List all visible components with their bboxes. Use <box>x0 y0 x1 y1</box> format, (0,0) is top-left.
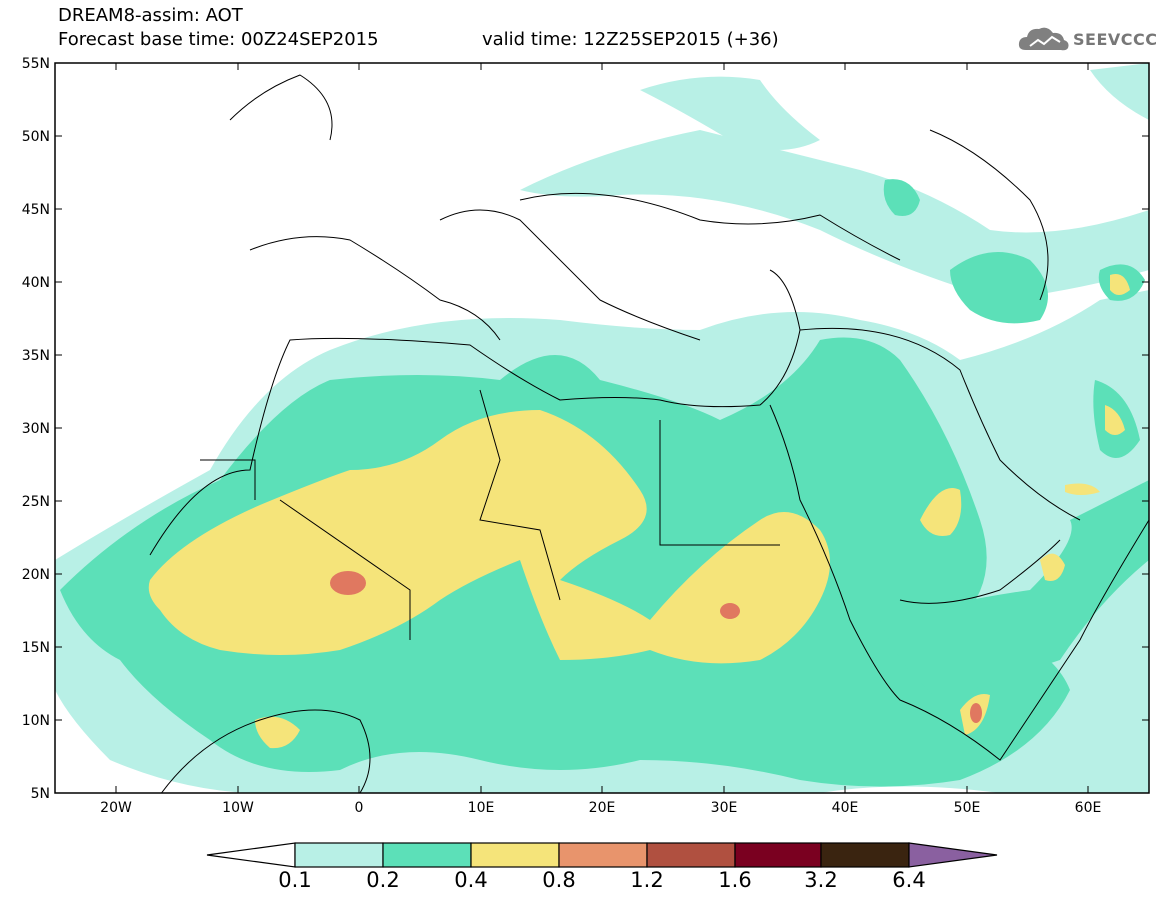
lon-label: 50E <box>954 800 981 816</box>
colorbar-label: 1.6 <box>718 868 752 892</box>
lon-label: 10W <box>222 800 254 816</box>
lat-ticks <box>55 62 1149 721</box>
lon-label: 60E <box>1075 800 1102 816</box>
aot-level-0-4 <box>148 274 1130 749</box>
colorbar-swatch <box>734 842 822 868</box>
lat-label: 40N <box>22 275 50 291</box>
lon-label: 0 <box>355 800 364 816</box>
colorbar-swatch <box>294 842 384 868</box>
lon-label: 20E <box>589 800 616 816</box>
seevccc-logo: SEEVCCC <box>1016 22 1158 58</box>
lon-label: 30E <box>711 800 738 816</box>
colorbar-swatch <box>470 842 560 868</box>
lon-labels: 20W 10W 0 10E 20E 30E 40E 50E 60E <box>100 800 1101 816</box>
colorbar-label: 1.2 <box>630 868 664 892</box>
valid-time: valid time: 12Z25SEP2015 (+36) <box>482 29 779 50</box>
lat-label: 30N <box>22 421 50 437</box>
colorbar <box>206 842 998 868</box>
coastlines <box>149 74 1149 793</box>
lat-label: 55N <box>22 56 50 72</box>
logo-text: SEEVCCC <box>1073 30 1158 49</box>
lon-label: 40E <box>832 800 859 816</box>
lat-label: 10N <box>22 713 50 729</box>
lat-labels: 55N 50N 45N 40N 35N 30N 25N 20N 15N 10N … <box>22 56 50 802</box>
colorbar-swatch <box>558 842 648 868</box>
lat-label: 15N <box>22 640 50 656</box>
lat-label: 20N <box>22 567 50 583</box>
lat-label: 5N <box>31 786 50 802</box>
colorbar-swatch <box>820 842 910 868</box>
lat-label: 50N <box>22 129 50 145</box>
lat-label: 25N <box>22 494 50 510</box>
colorbar-over-arrow <box>908 842 998 868</box>
aot-field <box>55 63 1149 793</box>
colorbar-label: 0.2 <box>366 868 400 892</box>
colorbar-label: 3.2 <box>804 868 838 892</box>
colorbar-label: 0.4 <box>454 868 488 892</box>
colorbar-label: 0.8 <box>542 868 576 892</box>
colorbar-under-arrow <box>206 842 296 868</box>
lat-label: 35N <box>22 348 50 364</box>
lat-label: 45N <box>22 202 50 218</box>
colorbar-label: 0.1 <box>278 868 312 892</box>
colorbar-swatch <box>382 842 472 868</box>
map-title: DREAM8-assim: AOT <box>58 5 243 26</box>
cloud-icon <box>1018 27 1069 51</box>
colorbar-swatch <box>646 842 736 868</box>
forecast-base-time: Forecast base time: 00Z24SEP2015 <box>58 29 379 50</box>
lon-ticks <box>115 63 1089 793</box>
colorbar-label: 6.4 <box>892 868 926 892</box>
lon-label: 20W <box>100 800 132 816</box>
aot-level-0-8 <box>330 571 982 723</box>
lon-label: 10E <box>468 800 495 816</box>
